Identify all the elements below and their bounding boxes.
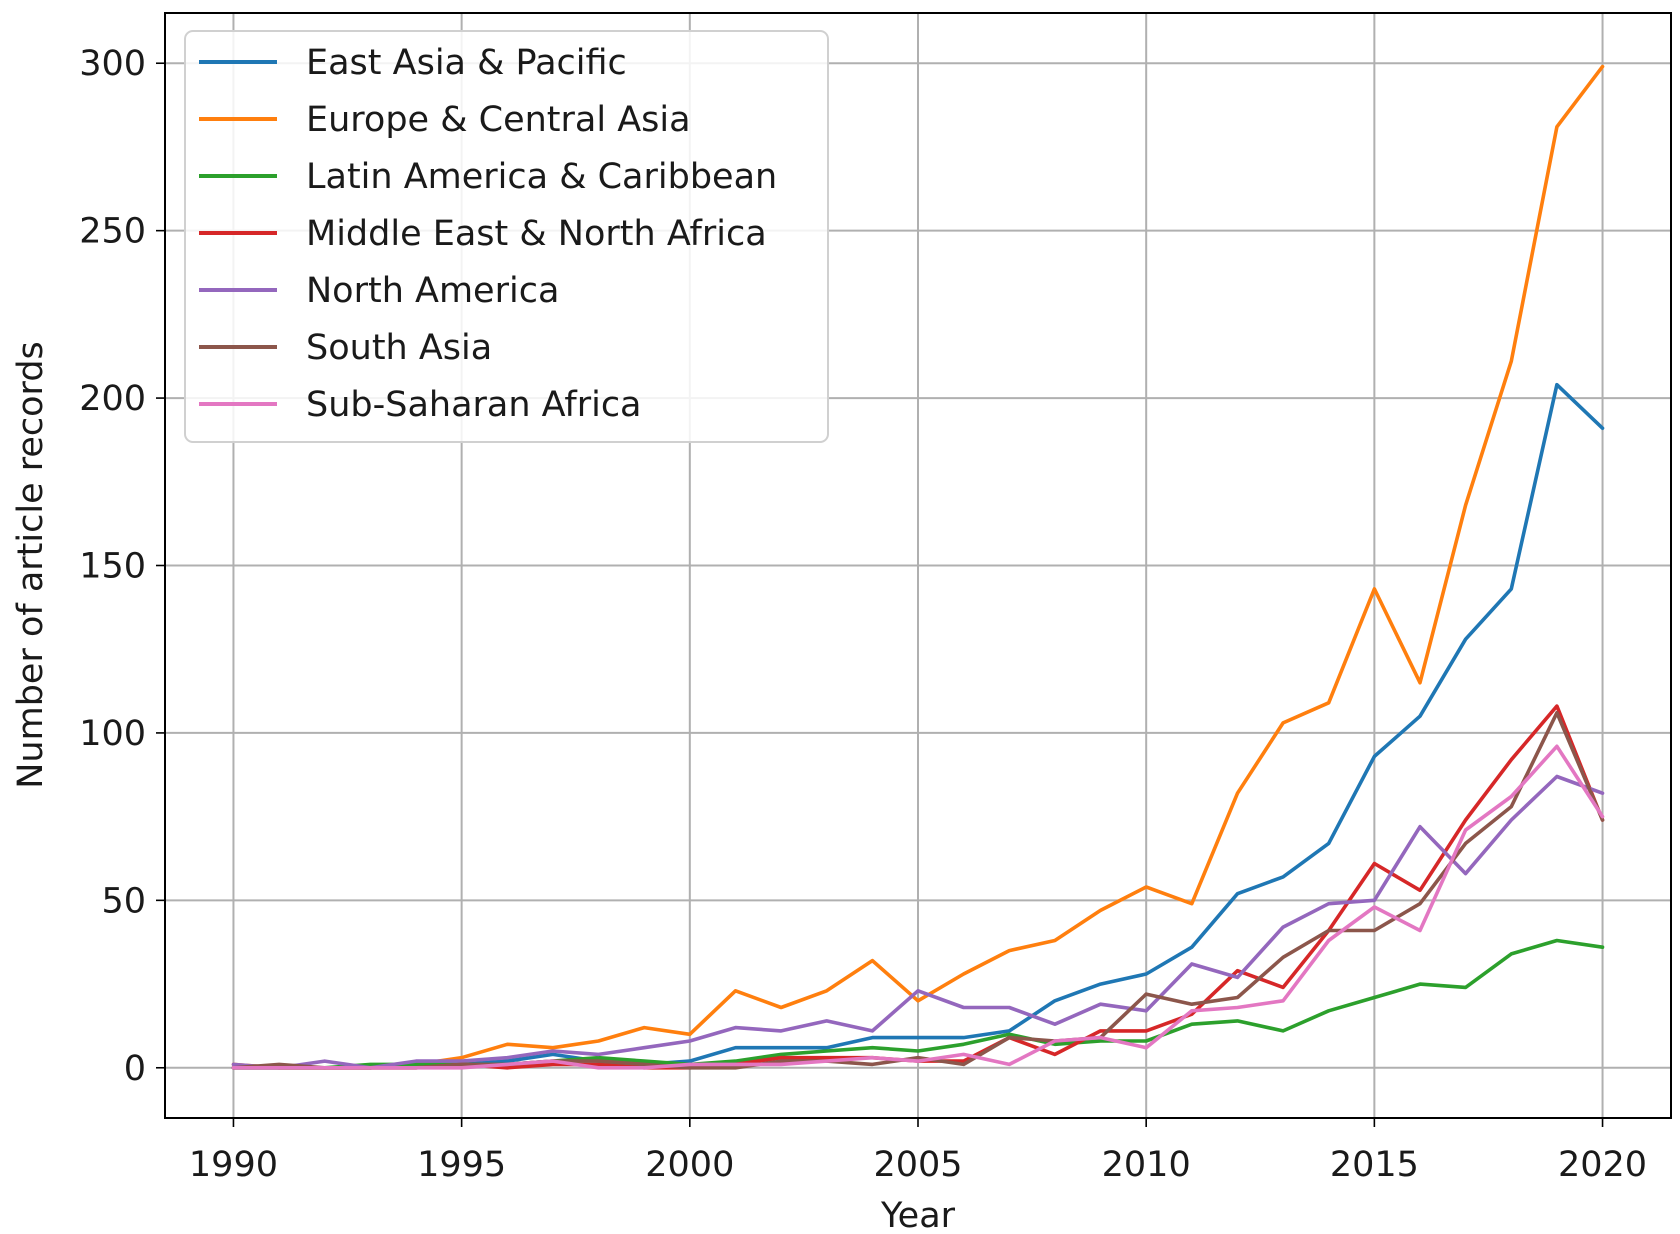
y-tick-label-100: 100	[79, 714, 146, 754]
plot-frame	[164, 12, 1672, 1119]
series-line-6	[231, 744, 1605, 1070]
x-tick-label-2000: 2000	[645, 1145, 734, 1185]
legend-label-0: East Asia & Pacific	[306, 43, 627, 83]
y-tick-label-200: 200	[79, 379, 146, 419]
series-line-1	[231, 64, 1605, 1070]
y-axis-label: Number of article records	[11, 341, 51, 789]
y-tick-label-250: 250	[79, 212, 146, 252]
legend-label-5: South Asia	[306, 328, 492, 368]
axis-ticks: 1990 1995 2000 2005 2010 2015 2020 0 50 100 150 200…	[79, 44, 1647, 1185]
x-tick-label-2020: 2020	[1558, 1145, 1647, 1185]
y-tick-label-50: 50	[101, 881, 146, 921]
x-axis-label: Year	[880, 1196, 956, 1234]
legend-label-4: North America	[306, 271, 559, 311]
series-line-5	[231, 710, 1605, 1070]
legend-box	[184, 30, 829, 443]
x-tick-label-2010: 2010	[1102, 1145, 1191, 1185]
series-lines	[231, 64, 1605, 1070]
legend: East Asia & Pacific Europe & Central Asia…	[184, 30, 829, 443]
y-tick-label-150: 150	[79, 547, 146, 587]
legend-label-2: Latin America & Caribbean	[306, 157, 777, 197]
x-tick-label-1995: 1995	[417, 1145, 506, 1185]
y-tick-label-300: 300	[79, 44, 146, 84]
legend-label-1: Europe & Central Asia	[306, 100, 691, 140]
y-tick-label-0: 0	[124, 1049, 146, 1089]
legend-label-6: Sub-Saharan Africa	[306, 385, 642, 425]
series-line-4	[231, 774, 1605, 1070]
x-tick-label-2015: 2015	[1330, 1145, 1419, 1185]
legend-label-3: Middle East & North Africa	[306, 214, 767, 254]
x-tick-label-2005: 2005	[873, 1145, 962, 1185]
x-tick-label-1990: 1990	[189, 1145, 278, 1185]
